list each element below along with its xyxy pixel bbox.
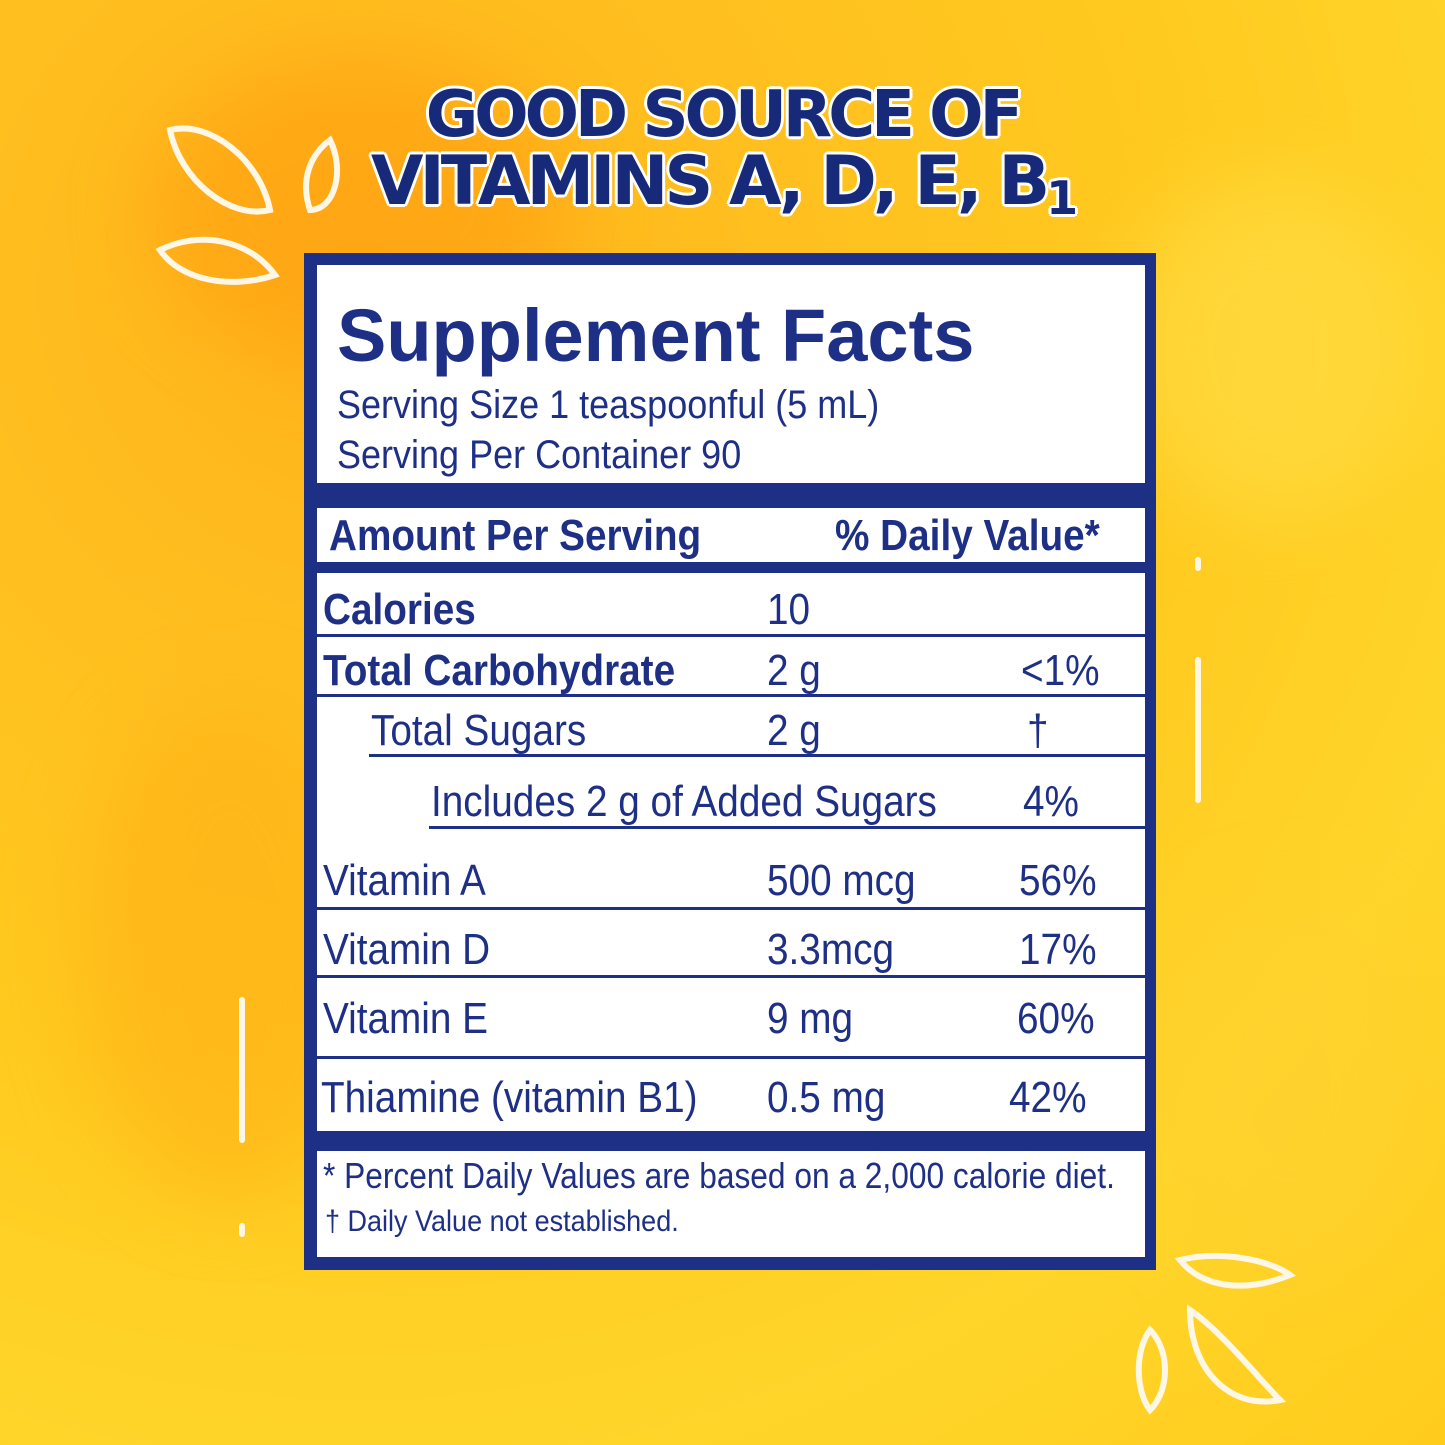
headline-vitamins: VITAMINS A, D, E, B bbox=[370, 142, 1050, 221]
row-carbohydrate-dv: <1% bbox=[1021, 646, 1100, 695]
headline-line-1: GOOD SOURCE OF bbox=[425, 78, 1024, 152]
row-divider bbox=[317, 634, 1145, 637]
row-vitamin-d-dv: 17% bbox=[1019, 925, 1097, 974]
row-sugars-amount: 2 g bbox=[767, 706, 821, 755]
line-decoration-left bbox=[239, 997, 245, 1237]
row-divider bbox=[317, 694, 1145, 697]
supplement-facts-panel: Supplement Facts Serving Size 1 teaspoon… bbox=[304, 253, 1156, 1270]
row-vitamin-d-name: Vitamin D bbox=[323, 925, 491, 974]
row-added-sugars-name: Includes 2 g of Added Sugars bbox=[431, 777, 937, 826]
row-calories-amount: 10 bbox=[767, 585, 811, 634]
row-sugars-name: Total Sugars bbox=[371, 706, 587, 755]
row-vitamin-e-amount: 9 mg bbox=[767, 994, 854, 1043]
seed-decoration-top-left bbox=[155, 125, 341, 285]
row-vitamin-e-name: Vitamin E bbox=[323, 994, 488, 1043]
row-carbohydrate-name: Total Carbohydrate bbox=[323, 646, 676, 695]
row-vitamin-a-amount: 500 mcg bbox=[767, 856, 916, 905]
header-daily-value: % Daily Value* bbox=[835, 511, 1100, 560]
facts-header-box: Supplement Facts Serving Size 1 teaspoon… bbox=[317, 265, 1145, 483]
seed-decoration-bottom-right bbox=[1135, 1252, 1297, 1415]
row-divider bbox=[429, 826, 1145, 829]
footnote-not-established: † Daily Value not established. bbox=[325, 1205, 679, 1238]
header-amount-per-serving: Amount Per Serving bbox=[329, 511, 702, 560]
row-vitamin-a-name: Vitamin A bbox=[323, 856, 486, 905]
nutrient-table: Calories 10 Total Carbohydrate 2 g <1% T… bbox=[317, 573, 1145, 1131]
row-divider bbox=[317, 907, 1145, 910]
headline-subscript: 1 bbox=[1046, 171, 1078, 225]
row-sugars-dv: † bbox=[1027, 706, 1049, 755]
row-vitamin-a-dv: 56% bbox=[1019, 856, 1097, 905]
servings-per-container: Serving Per Container 90 bbox=[337, 433, 742, 477]
facts-title: Supplement Facts bbox=[337, 294, 975, 377]
row-thiamine-amount: 0.5 mg bbox=[767, 1073, 886, 1122]
row-thiamine-dv: 42% bbox=[1009, 1073, 1087, 1122]
row-divider bbox=[369, 754, 1145, 757]
footnote-daily-values: * Percent Daily Values are based on a 2,… bbox=[323, 1155, 1115, 1196]
row-vitamin-e-dv: 60% bbox=[1017, 994, 1095, 1043]
column-header-row: Amount Per Serving % Daily Value* bbox=[317, 508, 1145, 562]
line-decoration-right bbox=[1195, 557, 1201, 803]
row-added-sugars-dv: 4% bbox=[1023, 777, 1079, 826]
serving-size: Serving Size 1 teaspoonful (5 mL) bbox=[337, 383, 880, 427]
row-thiamine-name: Thiamine (vitamin B1) bbox=[321, 1073, 698, 1122]
row-calories-name: Calories bbox=[323, 585, 476, 634]
row-carbohydrate-amount: 2 g bbox=[767, 646, 821, 695]
footnote-box: * Percent Daily Values are based on a 2,… bbox=[317, 1151, 1145, 1257]
headline-line-2: VITAMINS A, D, E, B1 bbox=[0, 142, 1445, 225]
row-divider bbox=[317, 1056, 1145, 1059]
row-vitamin-d-amount: 3.3mcg bbox=[767, 925, 894, 974]
row-divider bbox=[317, 975, 1145, 978]
